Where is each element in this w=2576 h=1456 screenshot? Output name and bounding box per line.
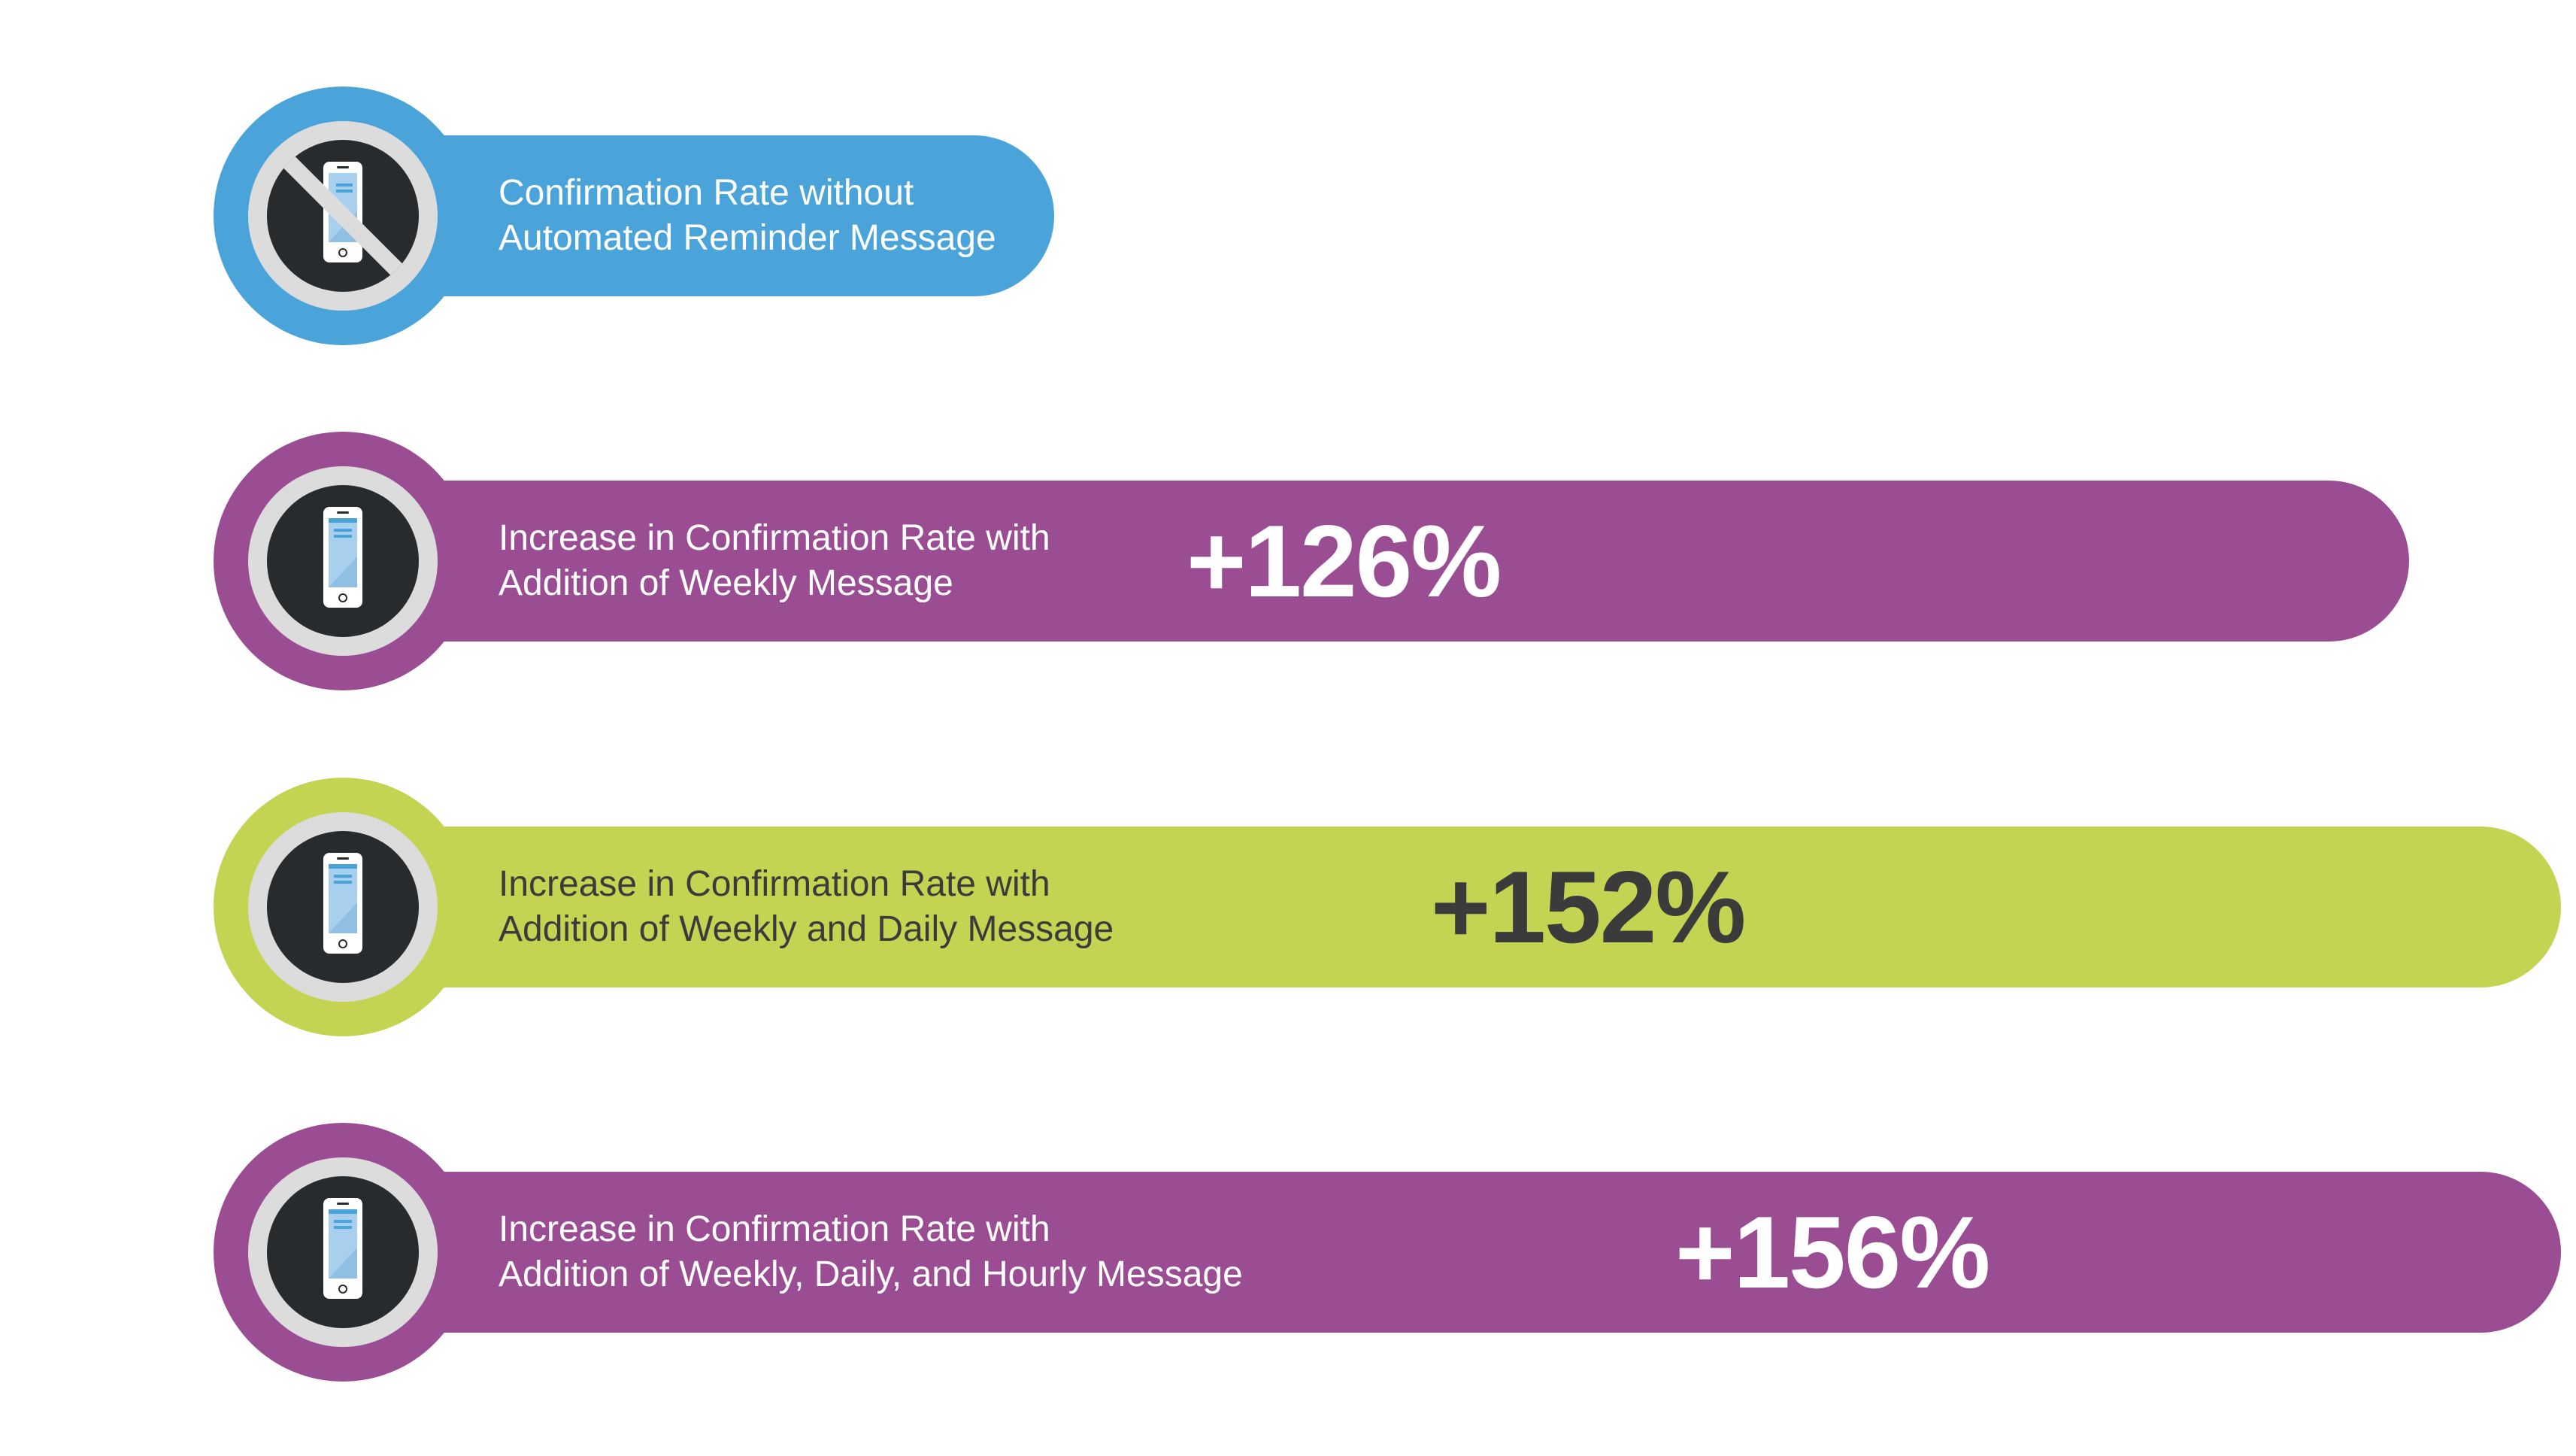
bar-label-weekly-daily-hourly: Increase in Confirmation Rate with Addit… xyxy=(499,1209,1243,1294)
bar-row-weekly: Increase in Confirmation Rate with Addit… xyxy=(0,432,2576,690)
bar-label-weekly: Increase in Confirmation Rate with Addit… xyxy=(499,518,1050,603)
bar-row-weekly-daily: Increase in Confirmation Rate with Addit… xyxy=(0,778,2576,1036)
phone-icon xyxy=(267,485,419,637)
phone-icon xyxy=(267,1176,419,1328)
bar-weekly xyxy=(331,481,2409,642)
badge-weekly-daily xyxy=(214,778,472,1036)
value-label-weekly-daily-hourly: +156% xyxy=(1675,1195,1990,1309)
no-phone-icon xyxy=(267,140,419,292)
phone-icon xyxy=(267,831,419,983)
value-label-weekly-daily: +152% xyxy=(1431,850,1746,964)
bar-row-baseline: Confirmation Rate without Automated Remi… xyxy=(0,86,2576,345)
bar-row-weekly-daily-hourly: Increase in Confirmation Rate with Addit… xyxy=(0,1123,2576,1382)
badge-weekly xyxy=(214,432,472,690)
badge-baseline xyxy=(214,86,472,345)
bar-weekly-daily xyxy=(331,827,2561,987)
value-label-weekly: +126% xyxy=(1186,504,1502,618)
bar-label-weekly-daily: Increase in Confirmation Rate with Addit… xyxy=(499,864,1114,949)
bar-weekly-daily-hourly xyxy=(331,1172,2561,1333)
bar-label-baseline: Confirmation Rate without Automated Remi… xyxy=(499,173,996,258)
badge-weekly-daily-hourly xyxy=(214,1123,472,1382)
